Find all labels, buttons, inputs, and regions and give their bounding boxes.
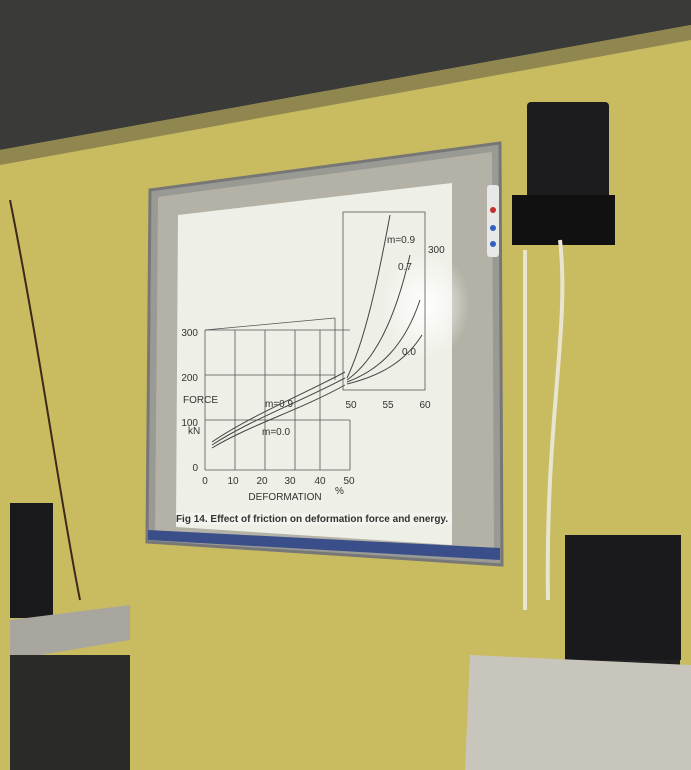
inset-plot: 50 55 60 300 m=0.9 0.7 0.0 [342, 211, 445, 411]
conduit [523, 239, 565, 610]
ceiling-edge [0, 25, 691, 165]
caption-bar [176, 513, 452, 525]
y-axis-unit: kN [188, 426, 200, 437]
y-axis-label: FORCE [183, 395, 218, 406]
monitor [565, 535, 681, 660]
y-tick-label: 100 [181, 418, 198, 429]
x-tick-label: 60 [419, 400, 431, 411]
projection [176, 183, 452, 545]
taskbar [148, 530, 500, 560]
side-label: 300 [428, 245, 445, 256]
curve-label: 0.0 [402, 347, 416, 358]
x-axis-unit: % [335, 486, 344, 497]
plot-grid [204, 329, 351, 471]
curve-label: 0.7 [398, 262, 412, 273]
tool-icon [490, 241, 496, 247]
x-tick-label: 40 [314, 476, 326, 487]
x-tick-label: 50 [343, 476, 355, 487]
cable [9, 199, 81, 601]
curve-label: m=0.0 [262, 427, 291, 438]
tool-icon [490, 225, 496, 231]
table [465, 655, 691, 770]
inset-frame [342, 211, 426, 391]
curve-label: m=0.9 [387, 235, 416, 246]
main-plot: 300 200 100 0 FORCE kN 0 10 20 30 40 50 … [181, 317, 355, 503]
y-tick-label: 200 [181, 373, 198, 384]
x-axis-label: DEFORMATION [248, 492, 321, 503]
curve [346, 299, 421, 383]
curve [211, 371, 346, 443]
monitor [10, 503, 53, 618]
table [10, 605, 130, 660]
caption: Fig 14. Effect of friction on deformatio… [176, 514, 448, 525]
y-tick-label: 0 [192, 463, 198, 474]
plot-frame [204, 317, 336, 380]
table-base [10, 655, 130, 770]
tool-icon [490, 207, 496, 213]
speaker-mount [512, 195, 615, 245]
x-tick-label: 30 [284, 476, 296, 487]
speaker [527, 102, 609, 220]
curve [211, 384, 346, 449]
ceiling [0, 0, 691, 150]
curve [346, 334, 423, 385]
curve-label: m=0.9 [265, 399, 294, 410]
x-tick-label: 10 [227, 476, 239, 487]
x-tick-label: 0 [202, 476, 208, 487]
x-tick-label: 50 [345, 400, 357, 411]
curve [346, 214, 391, 379]
curve [346, 254, 411, 381]
board-toolbar [487, 185, 499, 257]
y-tick-label: 300 [181, 328, 198, 339]
x-tick-label: 55 [382, 400, 394, 411]
x-tick-label: 20 [256, 476, 268, 487]
curve [211, 377, 346, 446]
